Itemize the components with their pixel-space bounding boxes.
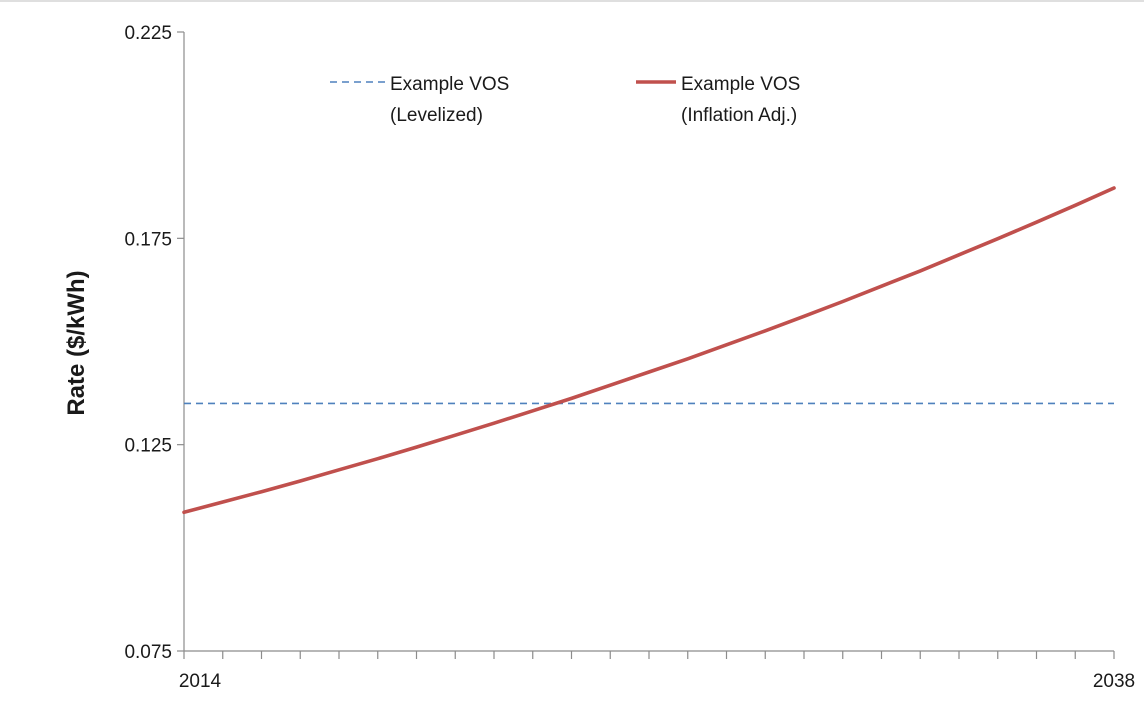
y-tick-label: 0.225 [124, 23, 172, 44]
y-tick-label: 0.125 [124, 436, 172, 457]
legend-label: Example VOS [390, 74, 509, 95]
y-tick-label: 0.175 [124, 229, 172, 250]
legend-label: Example VOS [681, 74, 800, 95]
y-axis-label: Rate ($/kWh) [63, 270, 90, 415]
legend-label: (Inflation Adj.) [681, 105, 797, 126]
axes: 0.075 0.125 0.175 0.225 2014 2038 [124, 23, 1135, 692]
series-layer [182, 186, 1116, 515]
legend-label: (Levelized) [390, 105, 483, 126]
legend: Example VOS (Levelized) Example VOS (Inflat… [330, 74, 800, 126]
x-tick-label: 2038 [1093, 671, 1135, 692]
x-tick-label: 2014 [179, 671, 222, 692]
y-tick-label: 0.075 [124, 642, 172, 663]
series-line-inflation-adjusted [182, 186, 1116, 515]
